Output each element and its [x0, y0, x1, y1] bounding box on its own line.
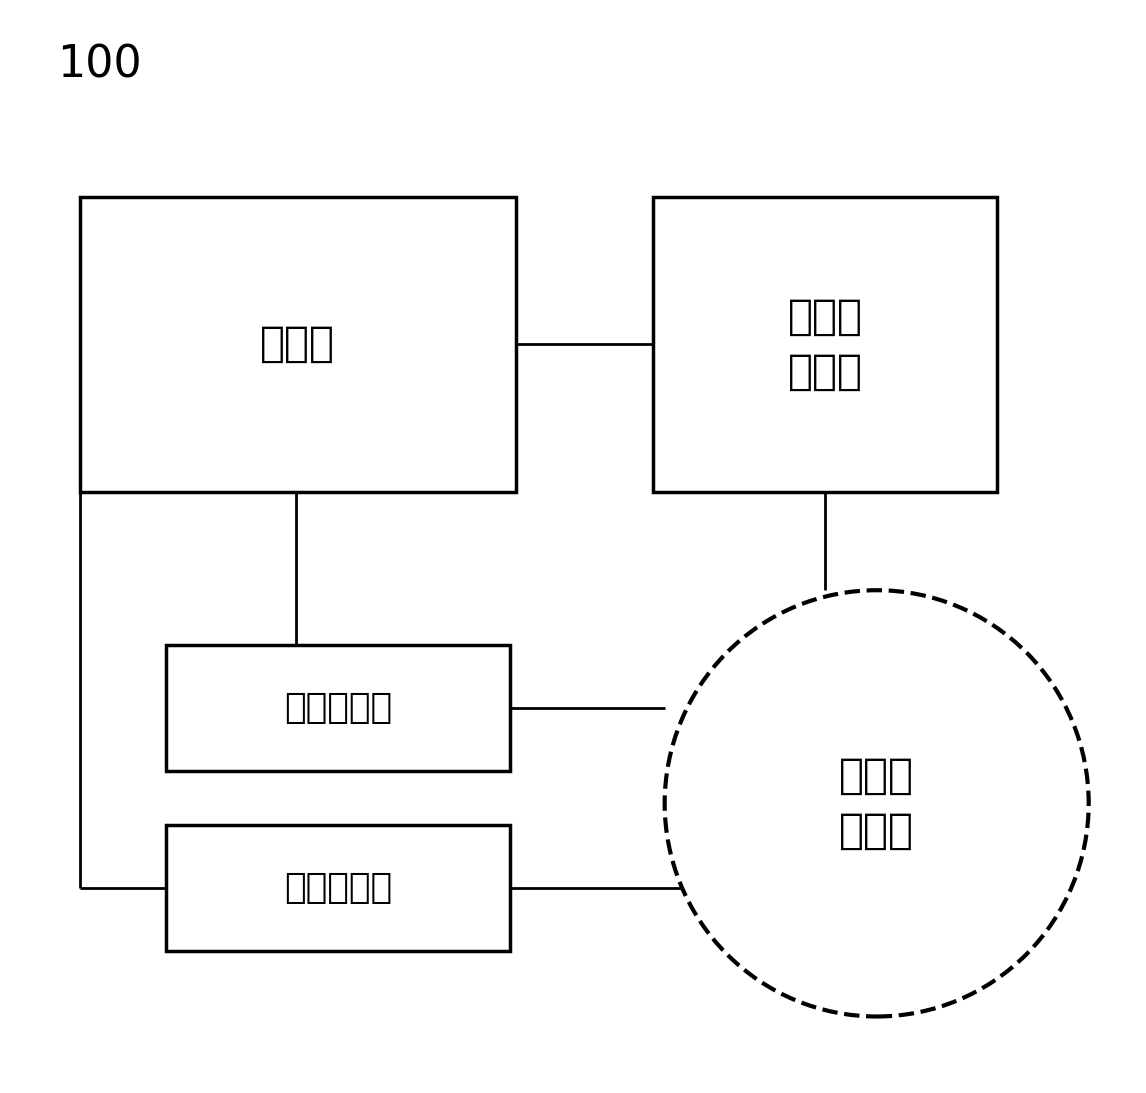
Text: 开绕组
逆变器: 开绕组 逆变器	[787, 296, 863, 392]
Text: 电流传感器: 电流传感器	[284, 691, 392, 725]
Bar	[80, 197, 516, 492]
Ellipse shape	[665, 590, 1089, 1016]
Text: 开关磁
阻电机: 开关磁 阻电机	[839, 755, 915, 851]
Bar	[166, 645, 510, 771]
Text: 位置传感器: 位置传感器	[284, 871, 392, 905]
Text: 控制器: 控制器	[260, 324, 336, 365]
Bar	[653, 197, 997, 492]
Bar	[166, 825, 510, 951]
Text: 100: 100	[57, 44, 142, 86]
